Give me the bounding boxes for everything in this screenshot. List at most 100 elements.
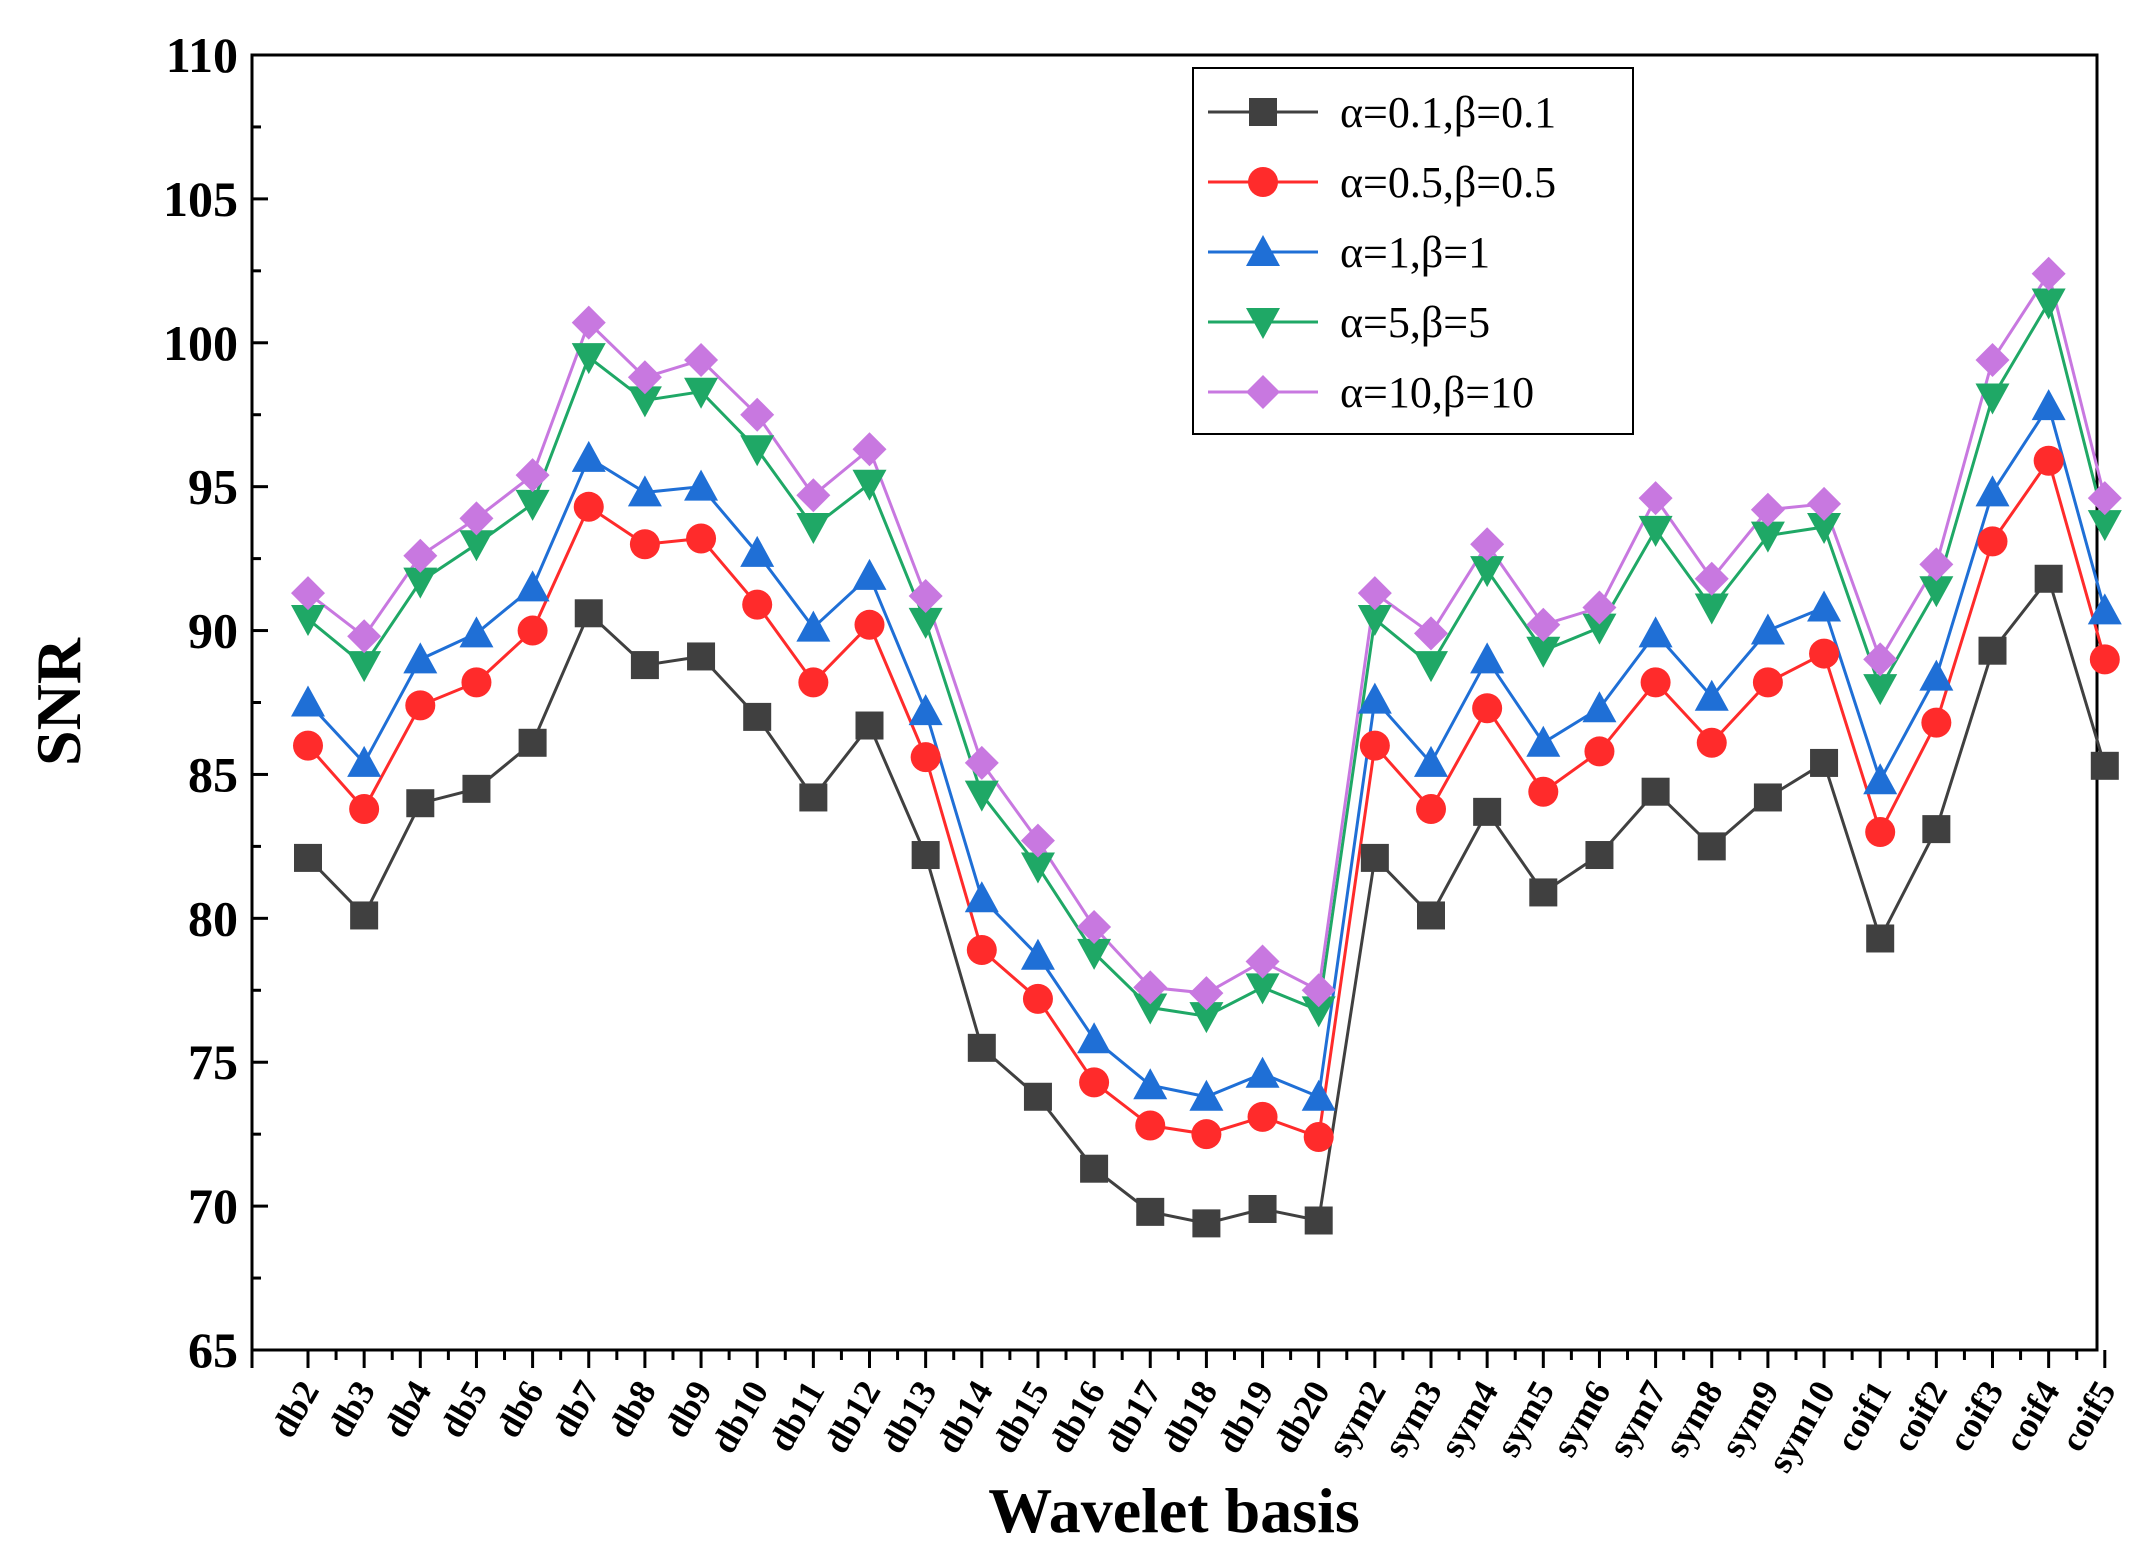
data-point-series-3 (1245, 973, 1280, 1005)
data-point-series-1 (1528, 776, 1559, 807)
data-point-series-1 (293, 730, 323, 761)
data-point-series-4 (1919, 547, 1954, 582)
x-tick-label: coif4 (1996, 1374, 2068, 1458)
data-point-series-0 (406, 789, 435, 818)
data-point-series-1 (1022, 983, 1053, 1014)
data-point-series-3 (459, 530, 494, 562)
y-tick-label: 65 (188, 1322, 238, 1378)
data-point-series-1 (1640, 667, 1671, 698)
series-markers (291, 256, 2122, 1238)
data-point-series-2 (1863, 763, 1898, 795)
data-point-series-3 (1357, 605, 1392, 637)
data-point-series-3 (1582, 613, 1617, 645)
data-point-series-1 (1977, 526, 2008, 557)
data-point-series-4 (740, 397, 775, 432)
data-point-series-2 (1470, 642, 1505, 674)
x-tick-label: db6 (488, 1374, 552, 1444)
data-point-series-0 (1641, 777, 1670, 806)
data-point-series-2 (684, 469, 719, 501)
data-point-series-4 (403, 538, 438, 573)
x-axis-title: Wavelet basis (988, 1475, 1360, 1546)
data-point-series-4 (1582, 590, 1617, 625)
legend-label-1: α=0.5,β=0.5 (1340, 158, 1556, 207)
data-point-series-1 (405, 690, 436, 721)
data-point-series-1 (854, 609, 885, 640)
legend-marker-3 (1246, 308, 1280, 339)
data-point-series-3 (1414, 651, 1448, 683)
data-point-series-1 (686, 523, 717, 554)
data-point-series-0 (1529, 878, 1558, 907)
data-point-series-4 (1807, 486, 1842, 521)
data-point-series-4 (627, 360, 662, 395)
data-point-series-1 (1416, 793, 1446, 824)
data-point-series-4 (796, 478, 831, 513)
data-point-series-4 (1357, 576, 1392, 611)
x-tick-label: coif5 (2052, 1374, 2124, 1458)
data-point-series-2 (908, 694, 943, 726)
data-point-series-4 (852, 432, 887, 467)
x-tick-label: db12 (816, 1374, 889, 1460)
data-point-series-0 (1922, 815, 1951, 844)
data-point-series-4 (1638, 481, 1673, 516)
x-tick-label: db19 (1209, 1374, 1282, 1460)
y-axis-ticks: 65 70 75 80 85 90 95 100 105 110 (163, 27, 268, 1378)
data-point-series-1 (910, 742, 941, 773)
data-point-series-1 (1921, 707, 1952, 738)
x-tick-label: coif3 (1940, 1374, 2012, 1458)
data-point-series-2 (740, 535, 775, 567)
legend-marker-2 (1246, 235, 1280, 266)
x-tick-label: sym7 (1600, 1374, 1675, 1463)
data-point-series-3 (1919, 576, 1954, 608)
data-point-series-1 (2033, 445, 2064, 476)
data-point-series-2 (1638, 616, 1673, 648)
legend-label-0: α=0.1,β=0.1 (1340, 88, 1556, 137)
data-point-series-1 (1191, 1119, 1222, 1150)
data-point-series-2 (1919, 659, 1954, 691)
x-tick-label: db3 (319, 1374, 383, 1444)
data-point-series-3 (515, 489, 550, 521)
data-point-series-1 (1696, 727, 1727, 758)
data-point-series-3 (1077, 938, 1112, 970)
data-point-series-2 (1301, 1079, 1336, 1111)
data-point-series-3 (1975, 383, 2010, 415)
data-point-series-4 (1750, 492, 1785, 527)
x-axis-ticks: db2db3db4db5db6db7db8db9db10db11db12db13… (250, 1350, 2124, 1479)
data-point-series-4 (459, 501, 494, 536)
data-point-series-0 (1192, 1209, 1221, 1238)
data-point-series-1 (966, 934, 997, 965)
data-point-series-3 (571, 343, 606, 375)
data-point-series-3 (1638, 515, 1673, 547)
data-point-series-0 (967, 1033, 996, 1062)
x-tick-label: db10 (703, 1374, 776, 1460)
data-point-series-4 (908, 579, 943, 614)
data-point-series-4 (291, 576, 325, 611)
data-point-series-3 (684, 377, 719, 409)
data-point-series-2 (1750, 613, 1785, 645)
data-point-series-2 (852, 558, 887, 590)
data-point-series-3 (740, 435, 775, 467)
data-point-series-2 (1077, 1022, 1112, 1054)
data-point-series-1 (2089, 644, 2120, 675)
data-point-series-3 (347, 651, 382, 683)
x-tick-label: db17 (1097, 1374, 1170, 1460)
data-point-series-0 (1473, 797, 1502, 826)
data-point-series-2 (1582, 691, 1617, 723)
x-tick-label: coif2 (1884, 1374, 1956, 1458)
data-point-series-0 (1136, 1197, 1165, 1226)
x-tick-label: db7 (544, 1374, 608, 1444)
x-tick-label: sym5 (1488, 1374, 1563, 1463)
data-point-series-3 (1807, 512, 1842, 544)
data-point-series-1 (742, 589, 773, 620)
legend-marker-4 (1246, 375, 1280, 409)
data-point-series-0 (294, 843, 322, 872)
data-point-series-4 (1526, 607, 1561, 642)
data-point-series-3 (796, 512, 831, 544)
data-point-series-1 (1865, 817, 1896, 847)
data-point-series-0 (2034, 564, 2063, 593)
y-tick-label: 105 (163, 171, 238, 227)
x-tick-label: db11 (761, 1374, 833, 1458)
data-point-series-0 (1080, 1154, 1109, 1183)
data-point-series-4 (1189, 976, 1224, 1011)
x-tick-label: db5 (432, 1374, 496, 1444)
